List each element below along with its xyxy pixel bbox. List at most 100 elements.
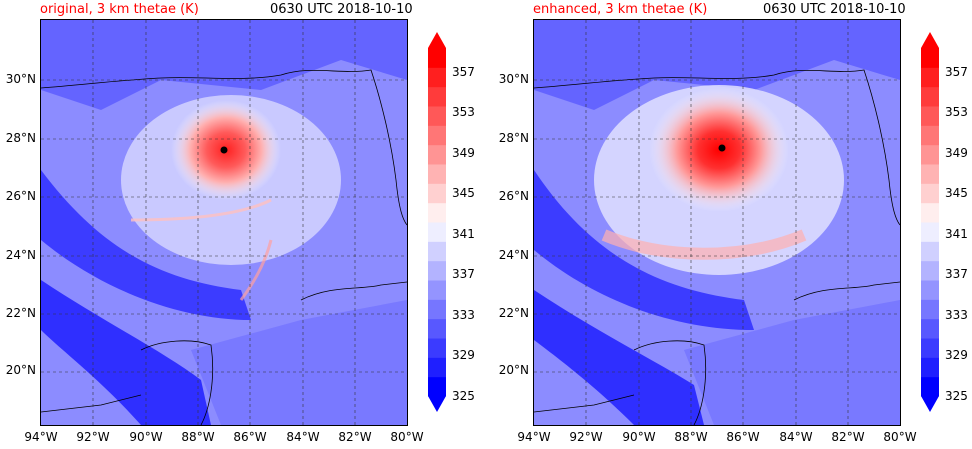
lon-tick: 82°W bbox=[831, 430, 865, 444]
lon-tick: 88°W bbox=[181, 430, 215, 444]
colorbar-segment bbox=[428, 106, 446, 126]
colorbar-extend-max bbox=[921, 32, 939, 48]
colorbar-extend-min bbox=[428, 396, 446, 412]
lon-tick: 92°W bbox=[569, 430, 603, 444]
lon-tick: 80°W bbox=[883, 430, 917, 444]
lat-tick: 24°N bbox=[498, 248, 529, 262]
colorbar-segment bbox=[921, 48, 939, 68]
colorbar-scale bbox=[921, 32, 939, 412]
colorbar-segment bbox=[428, 260, 446, 281]
lon-tick: 90°W bbox=[622, 430, 656, 444]
lon-tick: 84°W bbox=[286, 430, 320, 444]
lat-tick: 30°N bbox=[5, 72, 36, 86]
colorbar-segment bbox=[428, 202, 446, 223]
colorbar-segment bbox=[428, 299, 446, 320]
lat-tick: 30°N bbox=[498, 72, 529, 86]
colorbar-tick: 329 bbox=[945, 348, 968, 362]
lat-tick: 22°N bbox=[5, 306, 36, 320]
colorbar-segment bbox=[921, 260, 939, 281]
lon-tick: 86°W bbox=[726, 430, 760, 444]
colorbar-segment bbox=[921, 67, 939, 88]
colorbar-segment bbox=[428, 222, 446, 242]
panel-time: 0630 UTC 2018-10-10 bbox=[763, 2, 906, 17]
lon-tick: 80°W bbox=[390, 430, 424, 444]
colorbar-tick: 357 bbox=[452, 65, 475, 79]
lon-tick: 92°W bbox=[76, 430, 110, 444]
map-enhanced bbox=[533, 19, 901, 426]
colorbar-tick: 337 bbox=[452, 267, 475, 281]
lon-tick: 82°W bbox=[338, 430, 372, 444]
graticule bbox=[534, 20, 900, 425]
panel-time: 0630 UTC 2018-10-10 bbox=[270, 2, 413, 17]
colorbar-segment bbox=[428, 164, 446, 184]
colorbar-tick: 329 bbox=[452, 348, 475, 362]
colorbar-tick: 333 bbox=[452, 308, 475, 322]
colorbar-scale bbox=[428, 32, 446, 412]
colorbar-segment bbox=[921, 86, 939, 107]
colorbar-segment bbox=[921, 357, 939, 378]
lat-tick: 22°N bbox=[498, 306, 529, 320]
colorbar bbox=[921, 32, 941, 415]
colorbar-segment bbox=[428, 125, 446, 146]
colorbar-tick: 345 bbox=[452, 186, 475, 200]
colorbar-segment bbox=[921, 280, 939, 300]
lon-tick: 90°W bbox=[129, 430, 163, 444]
map-original bbox=[40, 19, 408, 426]
colorbar-segment bbox=[921, 164, 939, 184]
colorbar-segment bbox=[921, 106, 939, 126]
colorbar-segment bbox=[921, 125, 939, 146]
colorbar-tick: 345 bbox=[945, 186, 968, 200]
colorbar-tick: 341 bbox=[452, 227, 475, 241]
colorbar-segment bbox=[428, 280, 446, 300]
map-canvas bbox=[41, 20, 407, 425]
colorbar-segment bbox=[921, 318, 939, 339]
colorbar-segment bbox=[428, 241, 446, 262]
colorbar-segment bbox=[428, 376, 446, 397]
colorbar-extend-min bbox=[921, 396, 939, 412]
graticule bbox=[41, 20, 407, 425]
colorbar-segment bbox=[428, 144, 446, 165]
colorbar-tick: 353 bbox=[945, 105, 968, 119]
colorbar-tick: 353 bbox=[452, 105, 475, 119]
lat-tick: 20°N bbox=[498, 363, 529, 377]
colorbar-tick: 357 bbox=[945, 65, 968, 79]
colorbar-segment bbox=[921, 299, 939, 320]
colorbar-tick: 349 bbox=[945, 146, 968, 160]
colorbar-extend-max bbox=[428, 32, 446, 48]
colorbar-segment bbox=[428, 48, 446, 68]
colorbar-tick: 349 bbox=[452, 146, 475, 160]
colorbar-segment bbox=[428, 318, 446, 339]
lat-tick: 28°N bbox=[5, 131, 36, 145]
colorbar-tick: 325 bbox=[945, 389, 968, 403]
lon-tick: 84°W bbox=[779, 430, 813, 444]
panel-title: original, 3 km thetae (K) bbox=[40, 2, 199, 17]
lon-tick: 88°W bbox=[674, 430, 708, 444]
lon-tick: 86°W bbox=[233, 430, 267, 444]
colorbar-tick: 333 bbox=[945, 308, 968, 322]
colorbar bbox=[428, 32, 448, 415]
map-canvas bbox=[534, 20, 900, 425]
lat-tick: 26°N bbox=[5, 189, 36, 203]
colorbar-segment bbox=[428, 183, 446, 204]
colorbar-segment bbox=[921, 338, 939, 358]
panel-title: enhanced, 3 km thetae (K) bbox=[533, 2, 708, 17]
lat-tick: 20°N bbox=[5, 363, 36, 377]
colorbar-segment bbox=[428, 86, 446, 107]
colorbar-segment bbox=[921, 183, 939, 204]
colorbar-tick: 341 bbox=[945, 227, 968, 241]
colorbar-tick: 325 bbox=[452, 389, 475, 403]
colorbar-segment bbox=[921, 144, 939, 165]
lat-tick: 26°N bbox=[498, 189, 529, 203]
lon-tick: 94°W bbox=[24, 430, 58, 444]
lat-tick: 24°N bbox=[5, 248, 36, 262]
colorbar-segment bbox=[428, 357, 446, 378]
lon-tick: 94°W bbox=[517, 430, 551, 444]
colorbar-segment bbox=[921, 376, 939, 397]
colorbar-segment bbox=[921, 241, 939, 262]
colorbar-tick: 337 bbox=[945, 267, 968, 281]
colorbar-segment bbox=[428, 67, 446, 88]
colorbar-segment bbox=[921, 222, 939, 242]
colorbar-segment bbox=[921, 202, 939, 223]
colorbar-segment bbox=[428, 338, 446, 358]
lat-tick: 28°N bbox=[498, 131, 529, 145]
